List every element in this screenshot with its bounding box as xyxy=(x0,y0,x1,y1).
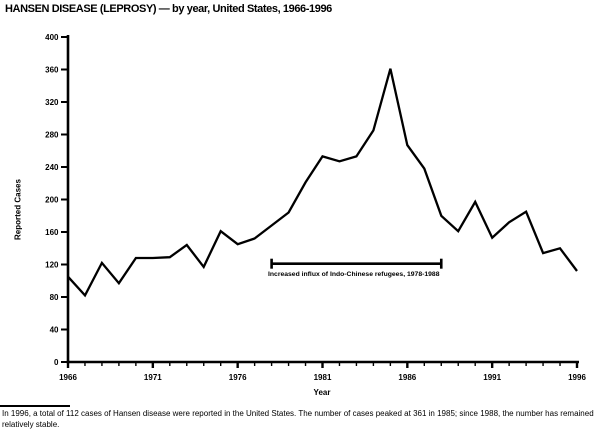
chart-title: HANSEN DISEASE (LEPROSY) — by year, Unit… xyxy=(5,3,332,15)
footnote-divider xyxy=(0,405,70,407)
annotation-text: Increased influx of Indo-Chinese refugee… xyxy=(268,271,440,278)
y-tick-label: 280 xyxy=(45,130,59,139)
y-tick-label: 200 xyxy=(45,195,59,204)
x-tick-label: 1991 xyxy=(483,373,501,382)
y-tick-label: 80 xyxy=(50,293,59,302)
y-tick-label: 320 xyxy=(45,98,59,107)
x-tick-label: 1981 xyxy=(314,373,332,382)
x-tick-label: 1976 xyxy=(229,373,247,382)
y-tick-label: 240 xyxy=(45,163,59,172)
data-line xyxy=(67,68,578,298)
x-tick-label: 1996 xyxy=(568,373,586,382)
y-tick-label: 0 xyxy=(54,358,59,367)
x-tick-label: 1966 xyxy=(59,373,77,382)
x-axis-label: Year xyxy=(313,388,331,397)
footnote-text: In 1996, a total of 112 cases of Hansen … xyxy=(2,409,594,429)
y-tick-label: 160 xyxy=(45,228,59,237)
x-tick-label: 1971 xyxy=(144,373,162,382)
y-tick-label: 40 xyxy=(50,325,59,334)
y-tick-label: 120 xyxy=(45,260,59,269)
y-tick-label: 400 xyxy=(45,33,59,42)
y-axis-label: Reported Cases xyxy=(13,179,23,240)
x-tick-label: 1986 xyxy=(398,373,416,382)
y-tick-label: 360 xyxy=(45,65,59,74)
